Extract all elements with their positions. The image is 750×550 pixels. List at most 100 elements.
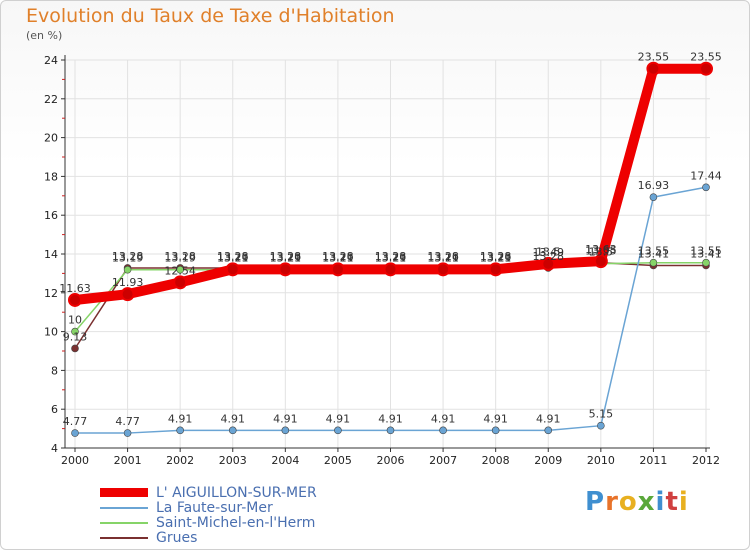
data-label: 4.91 <box>431 412 456 425</box>
data-label: 13.28 <box>217 250 249 263</box>
data-label: 16.93 <box>638 179 670 192</box>
legend-item: Grues <box>100 530 317 546</box>
data-point <box>278 262 293 277</box>
data-point <box>173 275 188 290</box>
x-tick-label: 2001 <box>114 454 142 467</box>
data-label: 13.19 <box>217 252 249 265</box>
logo-letter: x <box>637 487 656 517</box>
data-point <box>176 265 184 274</box>
logo-letter: i <box>655 487 666 517</box>
data-point <box>334 426 342 435</box>
data-label: 13.55 <box>585 245 617 258</box>
x-tick-label: 2011 <box>639 454 667 467</box>
y-tick-label: 14 <box>44 248 58 261</box>
x-tick-label: 2012 <box>692 454 720 467</box>
data-point <box>120 287 135 302</box>
logo-letter: t <box>665 487 679 517</box>
data-label: 13.55 <box>638 245 670 258</box>
x-tick-label: 2003 <box>219 454 247 467</box>
proxiti-logo: Proxiti <box>585 487 689 517</box>
data-point <box>702 258 710 267</box>
data-point <box>593 254 608 269</box>
chart-title: Evolution du Taux de Taxe d'Habitation <box>26 5 395 27</box>
data-label: 5.15 <box>589 408 614 421</box>
data-label: 4.91 <box>221 412 246 425</box>
data-label: 12.54 <box>164 264 196 277</box>
data-point <box>228 426 237 435</box>
data-label: 10 <box>68 314 82 327</box>
data-point <box>541 256 556 271</box>
data-point <box>281 426 290 435</box>
data-label: 13.19 <box>375 252 407 265</box>
data-label: 13.19 <box>164 252 196 265</box>
y-tick-label: 20 <box>44 132 58 145</box>
logo-letter: i <box>678 487 689 517</box>
data-label: 13.41 <box>690 247 722 260</box>
y-tick-label: 22 <box>44 93 58 106</box>
data-label: 4.91 <box>326 412 351 425</box>
legend-swatch <box>100 536 148 539</box>
data-label: 13.28 <box>427 250 459 263</box>
data-label: 13.21 <box>427 251 459 264</box>
data-point <box>544 426 553 435</box>
logo-letter: o <box>618 487 638 517</box>
y-tick-label: 24 <box>44 54 58 67</box>
y-axis-unit: (en %) <box>26 29 63 42</box>
legend-swatch <box>100 488 148 497</box>
data-label: 13.28 <box>480 250 512 263</box>
data-label: 13.63 <box>585 243 617 256</box>
data-label: 13.28 <box>164 250 196 263</box>
data-label: 13.5 <box>589 246 614 259</box>
data-label: 4.91 <box>536 412 561 425</box>
data-label: 23.55 <box>690 51 722 64</box>
x-tick-label: 2002 <box>166 454 194 467</box>
x-tick-label: 2004 <box>271 454 299 467</box>
x-tick-label: 2006 <box>377 454 405 467</box>
data-point <box>646 61 661 76</box>
data-point <box>123 265 132 274</box>
data-label: 11.63 <box>59 282 91 295</box>
data-label: 13.28 <box>270 250 302 263</box>
data-point <box>225 262 240 277</box>
data-point <box>71 429 79 437</box>
data-point <box>176 426 184 435</box>
data-label: 4.91 <box>273 412 298 425</box>
data-point <box>68 292 82 307</box>
data-label: 13.21 <box>480 251 512 264</box>
legend-label: La Faute-sur-Mer <box>156 499 273 516</box>
data-label: 23.55 <box>638 51 670 64</box>
legend-label: L' AIGUILLON-SUR-MER <box>156 484 317 501</box>
data-point <box>439 426 447 435</box>
x-tick-label: 2010 <box>587 454 615 467</box>
y-tick-label: 4 <box>51 442 58 455</box>
data-point <box>71 344 79 353</box>
x-tick-label: 2007 <box>429 454 457 467</box>
legend-item: Saint-Michel-en-l'Herm <box>100 514 317 531</box>
data-label: 4.91 <box>483 412 508 425</box>
data-point <box>123 429 132 437</box>
logo-letter: P <box>585 487 606 517</box>
logo-letter: r <box>605 487 619 517</box>
data-point <box>71 327 79 336</box>
data-label: 13.49 <box>533 246 565 259</box>
data-point <box>702 183 710 192</box>
data-point <box>330 262 345 277</box>
data-point <box>491 426 500 435</box>
data-label: 13.21 <box>217 251 249 264</box>
data-point <box>383 262 398 277</box>
data-label: 13.19 <box>322 252 354 265</box>
data-point <box>699 61 713 76</box>
data-point <box>649 258 658 267</box>
data-point <box>597 421 605 430</box>
x-tick-label: 2000 <box>61 454 89 467</box>
legend-label: Saint-Michel-en-l'Herm <box>156 514 316 531</box>
y-tick-label: 16 <box>44 209 58 222</box>
data-label: 4.91 <box>378 412 403 425</box>
data-label: 13.19 <box>427 252 459 265</box>
data-label: 11.93 <box>112 276 144 289</box>
data-label: 13.28 <box>112 250 144 263</box>
data-label: 4.77 <box>63 415 88 428</box>
x-tick-label: 2005 <box>324 454 352 467</box>
